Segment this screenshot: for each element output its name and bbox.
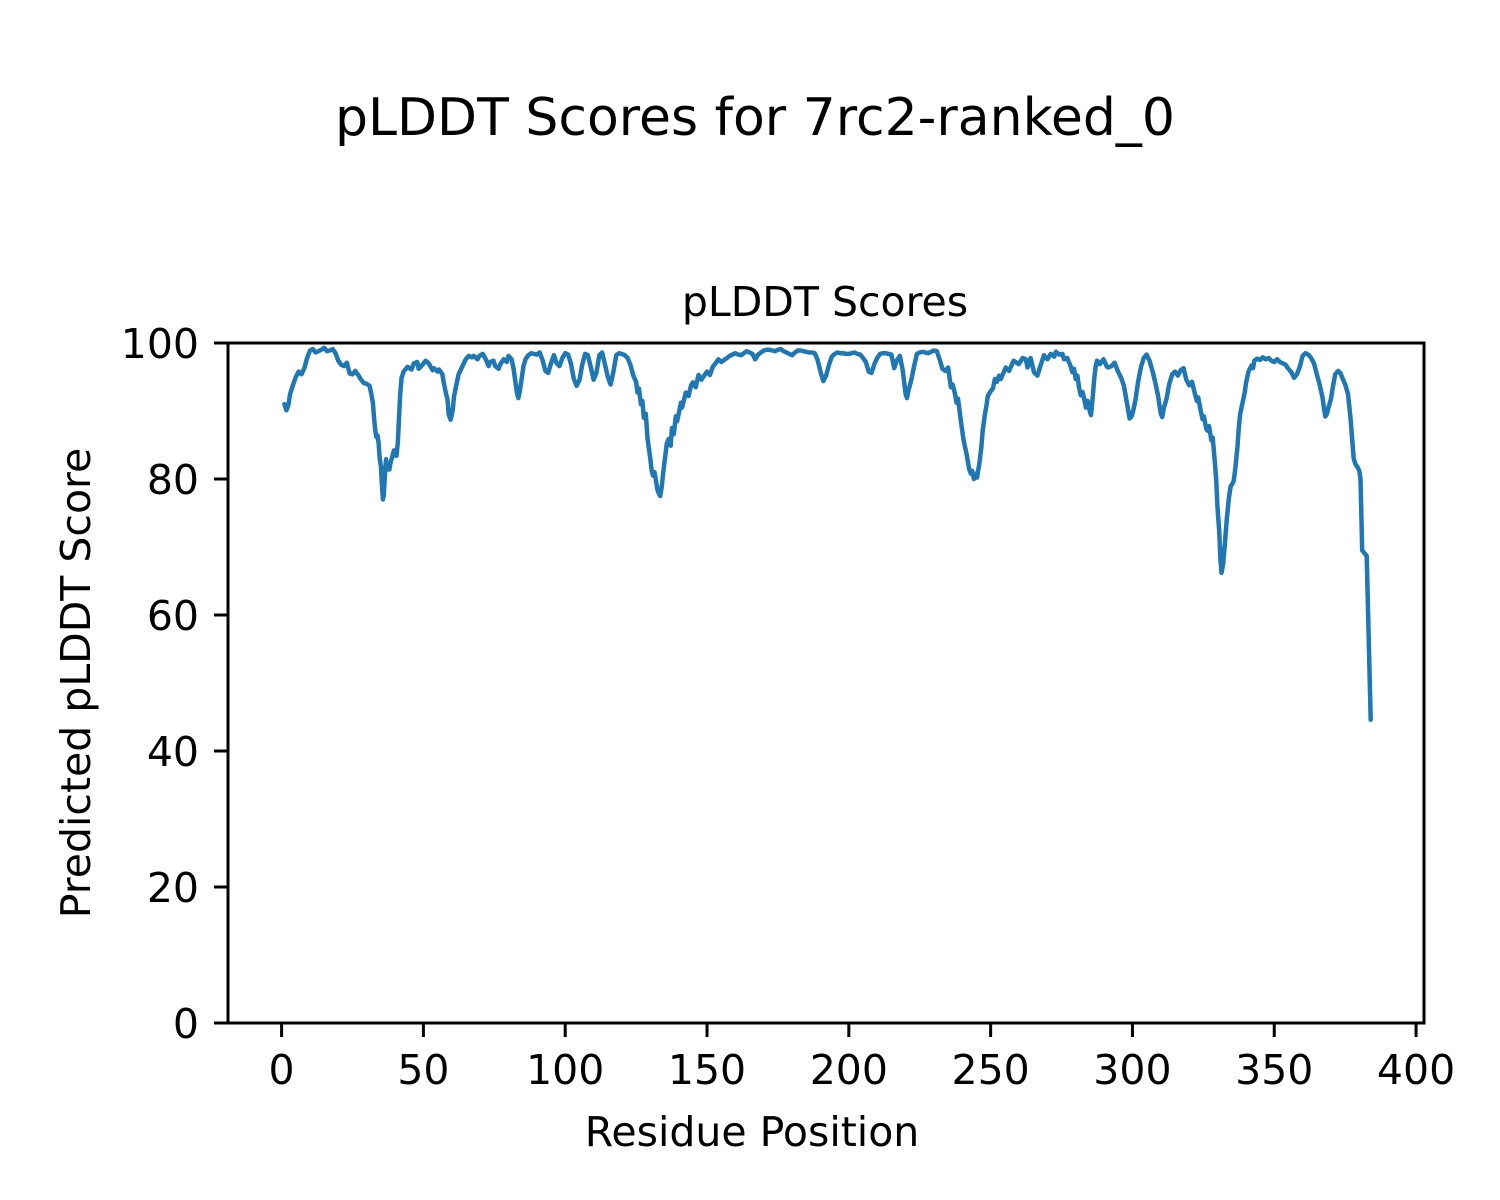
x-axis-label: Residue Position — [585, 1108, 920, 1156]
x-tick-label: 350 — [1235, 1046, 1313, 1094]
y-tick-label: 40 — [147, 728, 199, 776]
y-tick-label: 0 — [173, 1000, 199, 1048]
plot-area: 0 50 100 150 200 250 300 350 400 0 20 40 60 80 100 — [121, 320, 1455, 1094]
x-tick-label: 250 — [952, 1046, 1030, 1094]
y-tick-label: 80 — [147, 456, 199, 504]
x-tick-label: 0 — [269, 1046, 295, 1094]
axes-title: pLDDT Scores — [682, 278, 968, 326]
y-axis-label: Predicted pLDDT Score — [52, 448, 100, 918]
figure-suptitle: pLDDT Scores for 7rc2-ranked_0 — [335, 88, 1175, 148]
x-tick-label: 300 — [1093, 1046, 1171, 1094]
y-tick-label: 60 — [147, 592, 199, 640]
plot-frame — [226, 341, 1426, 1025]
x-tick-label: 200 — [810, 1046, 888, 1094]
x-tick-label: 50 — [397, 1046, 449, 1094]
x-tick-label: 100 — [526, 1046, 604, 1094]
y-tick-label: 20 — [147, 864, 199, 912]
plddt-line — [282, 345, 1373, 722]
x-tick-label: 150 — [668, 1046, 746, 1094]
y-tick-label: 100 — [121, 320, 199, 368]
x-tick-label: 400 — [1377, 1046, 1455, 1094]
